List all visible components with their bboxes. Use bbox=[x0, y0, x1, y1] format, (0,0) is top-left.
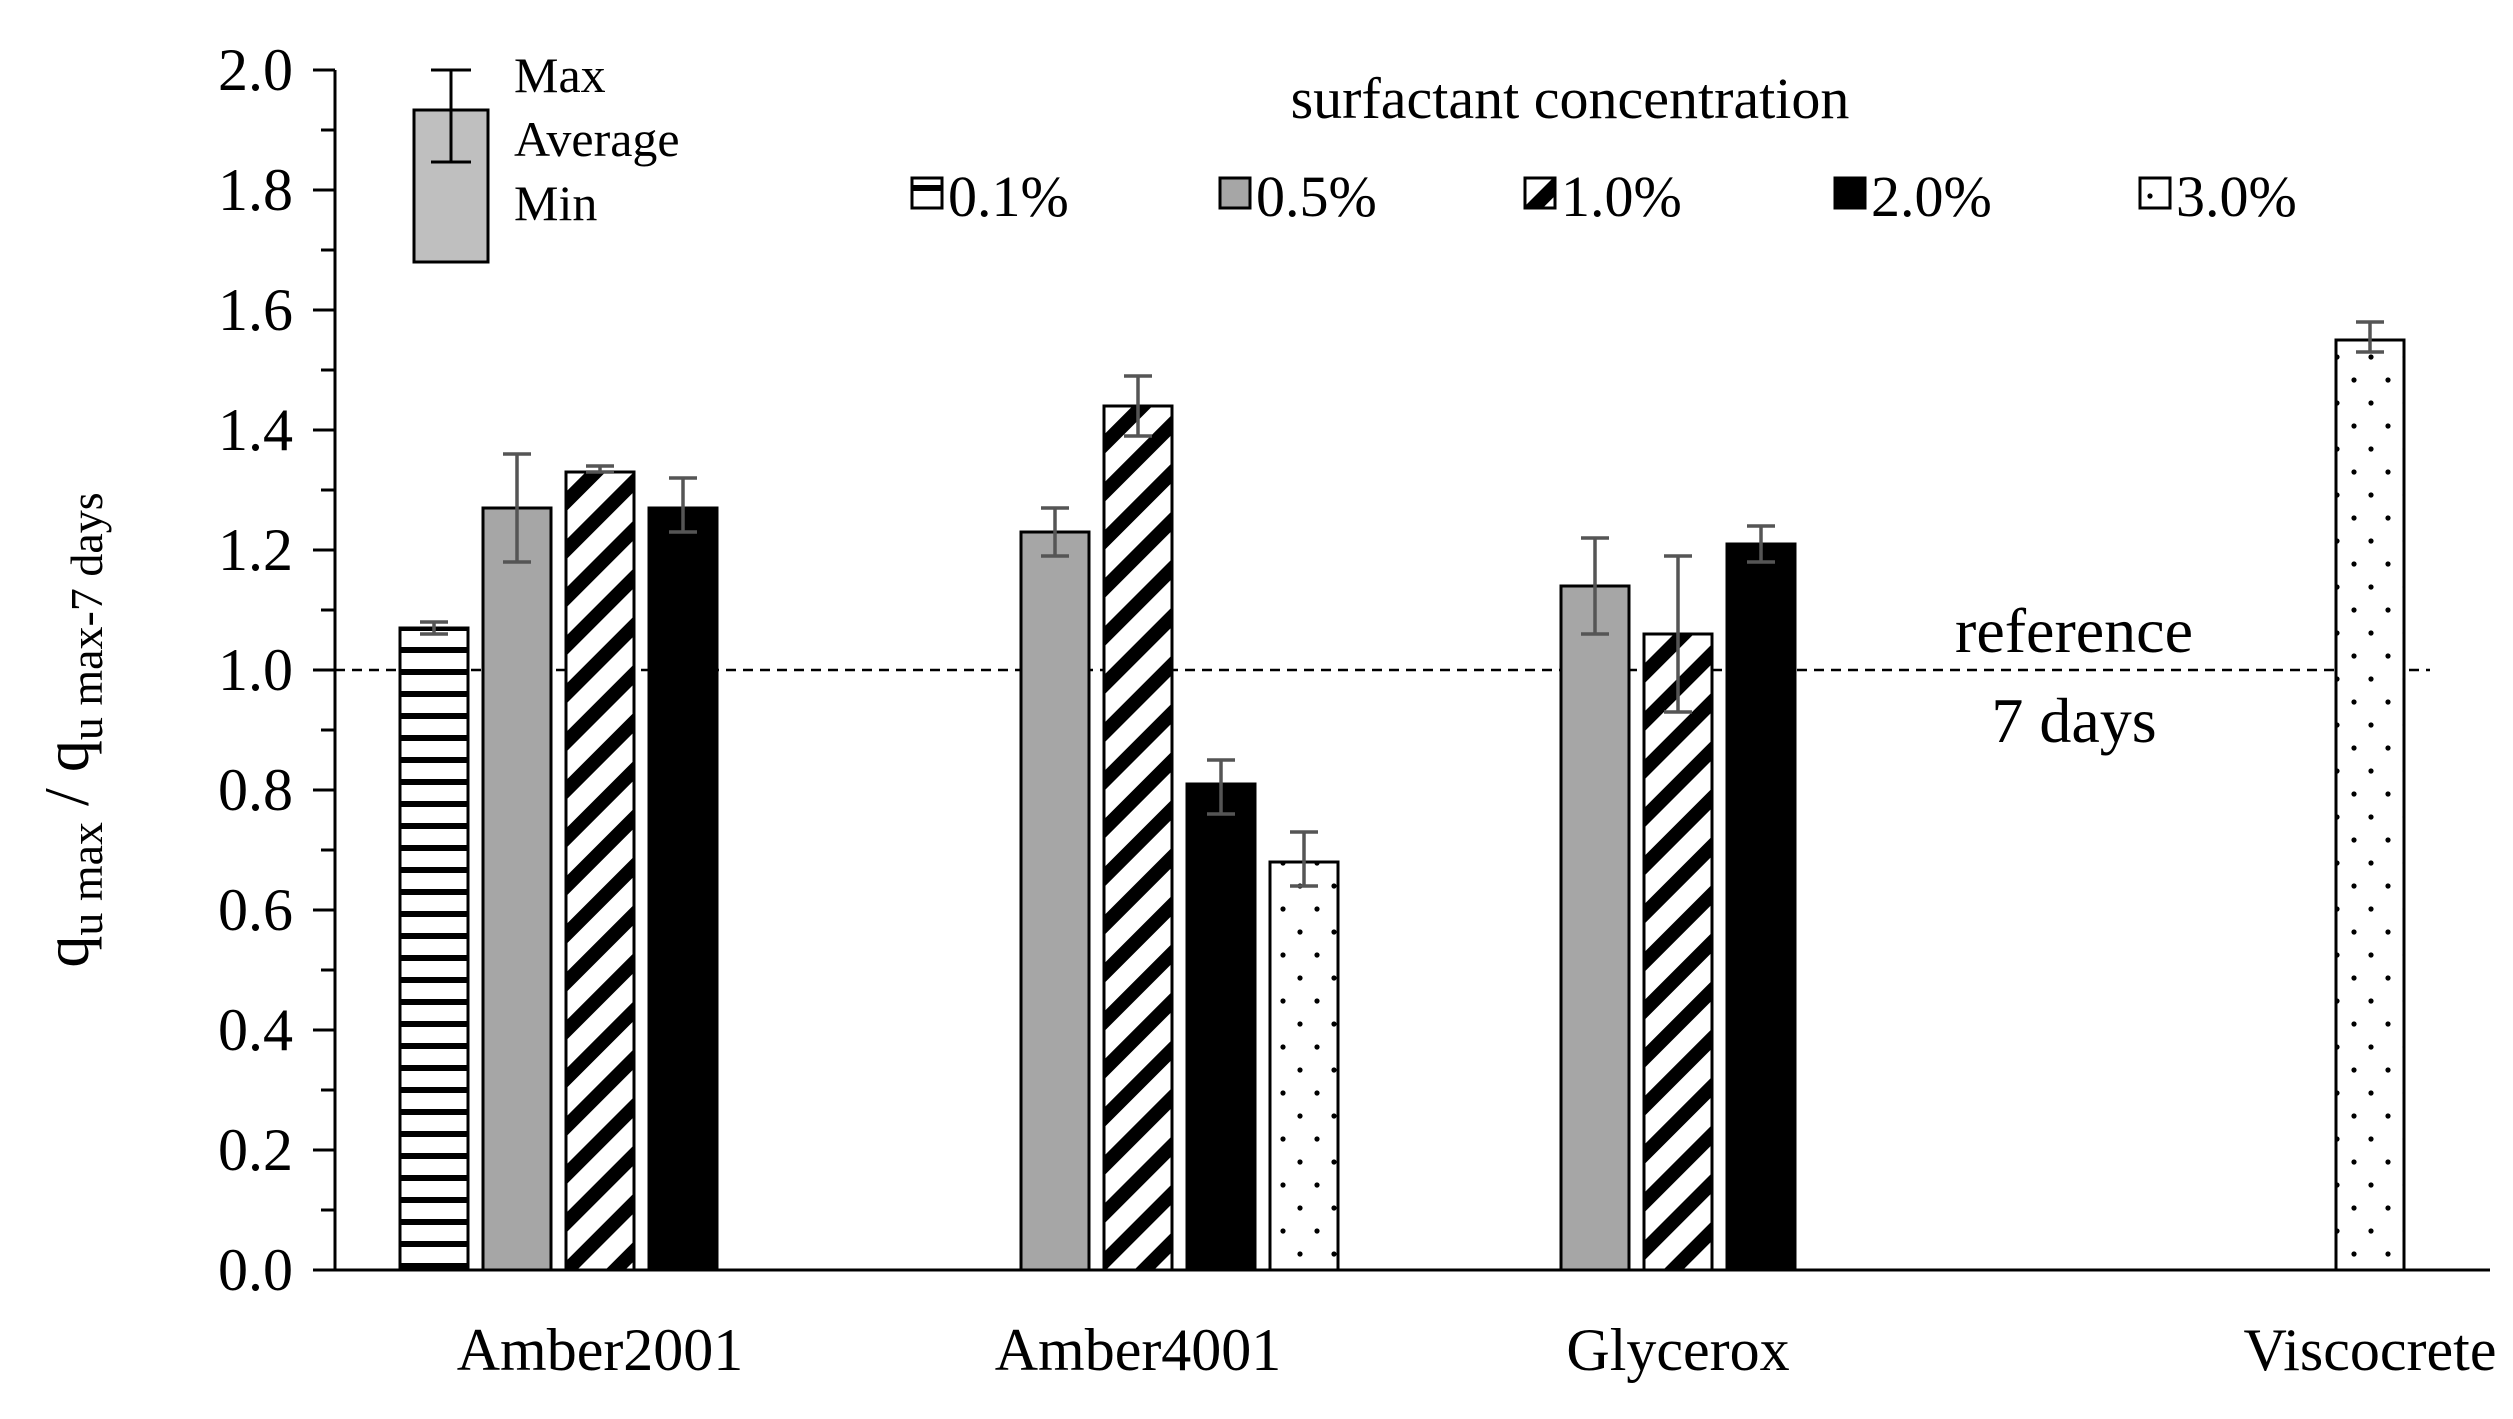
y-tick-label: 0.2 bbox=[218, 1117, 293, 1183]
x-category-label: Amber2001 bbox=[457, 1317, 744, 1383]
bar-0.1%-Amber2001 bbox=[398, 626, 470, 1272]
legend-swatch bbox=[1523, 176, 1557, 210]
legend-swatch bbox=[1833, 176, 1867, 210]
legend-item-3.0%: 3.0% bbox=[2138, 164, 2297, 229]
legend-label: 0.1% bbox=[948, 164, 1069, 229]
x-category-label: Amber4001 bbox=[995, 1317, 1282, 1383]
y-tick-label: 1.8 bbox=[218, 157, 293, 223]
x-category-label: Viscocrete bbox=[2244, 1317, 2497, 1383]
errorbar-key-max: Max bbox=[514, 47, 606, 103]
errorbar-key-min: Min bbox=[514, 175, 597, 231]
y-tick-label: 0.4 bbox=[218, 997, 293, 1063]
bar-0.5%-Amber4001 bbox=[1019, 530, 1091, 1272]
bar-1.0%-Amber4001 bbox=[1102, 404, 1174, 1272]
y-tick-label: 0.8 bbox=[218, 757, 293, 823]
x-category-label: Glycerox bbox=[1566, 1317, 1789, 1383]
y-tick-label: 0.0 bbox=[218, 1237, 293, 1303]
bar-2.0%-Glycerox bbox=[1725, 542, 1797, 1272]
y-tick-label: 0.6 bbox=[218, 877, 293, 943]
reference-label-line2: 7 days bbox=[1991, 685, 2156, 756]
bar-0.5%-Glycerox bbox=[1559, 584, 1631, 1272]
reference-label-line1: reference bbox=[1955, 595, 2193, 666]
legend-label: 2.0% bbox=[1871, 164, 1992, 229]
legend-label: 1.0% bbox=[1561, 164, 1682, 229]
legend: 0.1% 0.5% 1.0% 2.0% 3.0% bbox=[910, 164, 2297, 229]
y-tick-label: 1.0 bbox=[218, 637, 293, 703]
bar-2.0%-Amber4001 bbox=[1185, 782, 1257, 1272]
y-axis-label: qu max / qu max-7 days bbox=[31, 492, 112, 967]
bar-2.0%-Amber2001 bbox=[647, 506, 719, 1272]
legend-item-2.0%: 2.0% bbox=[1833, 164, 1992, 229]
y-tick-label: 2.0 bbox=[218, 37, 293, 103]
legend-item-0.5%: 0.5% bbox=[1218, 164, 1377, 229]
y-tick-label: 1.6 bbox=[218, 277, 293, 343]
y-tick-label: 1.2 bbox=[218, 517, 293, 583]
bar-3.0%-Amber4001 bbox=[1268, 860, 1340, 1272]
legend-swatch bbox=[2138, 176, 2172, 210]
legend-label: 0.5% bbox=[1256, 164, 1377, 229]
bar-1.0%-Glycerox bbox=[1642, 632, 1714, 1272]
legend-label: 3.0% bbox=[2176, 164, 2297, 229]
y-tick-label: 1.4 bbox=[218, 397, 293, 463]
errorbar-key: Max Average Min bbox=[412, 47, 680, 264]
legend-title: surfactant concentration bbox=[1291, 66, 1850, 131]
bar-1.0%-Amber2001 bbox=[564, 470, 636, 1272]
errorbar-key-average: Average bbox=[514, 111, 680, 167]
legend-swatch bbox=[1218, 176, 1252, 210]
bar-3.0%-Viscocrete bbox=[2334, 338, 2406, 1272]
plot-area: 0.0 0.2 0.4 0.6 0.8 1.0 1.2 1.4 1.6 1.8 2.0 Amber20… bbox=[218, 37, 2496, 1383]
legend-item-1.0%: 1.0% bbox=[1523, 164, 1682, 229]
legend-swatch bbox=[910, 176, 944, 210]
bar-0.5%-Amber2001 bbox=[481, 506, 553, 1272]
legend-item-0.1%: 0.1% bbox=[910, 164, 1069, 229]
